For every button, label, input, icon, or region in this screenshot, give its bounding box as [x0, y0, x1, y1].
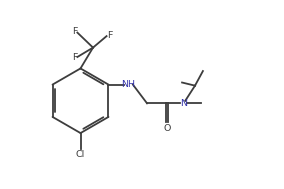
Text: NH: NH	[121, 80, 135, 89]
Text: Cl: Cl	[76, 150, 85, 159]
Text: F: F	[72, 27, 77, 36]
Text: F: F	[107, 31, 112, 40]
Text: F: F	[72, 53, 77, 62]
Text: O: O	[163, 124, 171, 133]
Text: N: N	[180, 99, 187, 108]
